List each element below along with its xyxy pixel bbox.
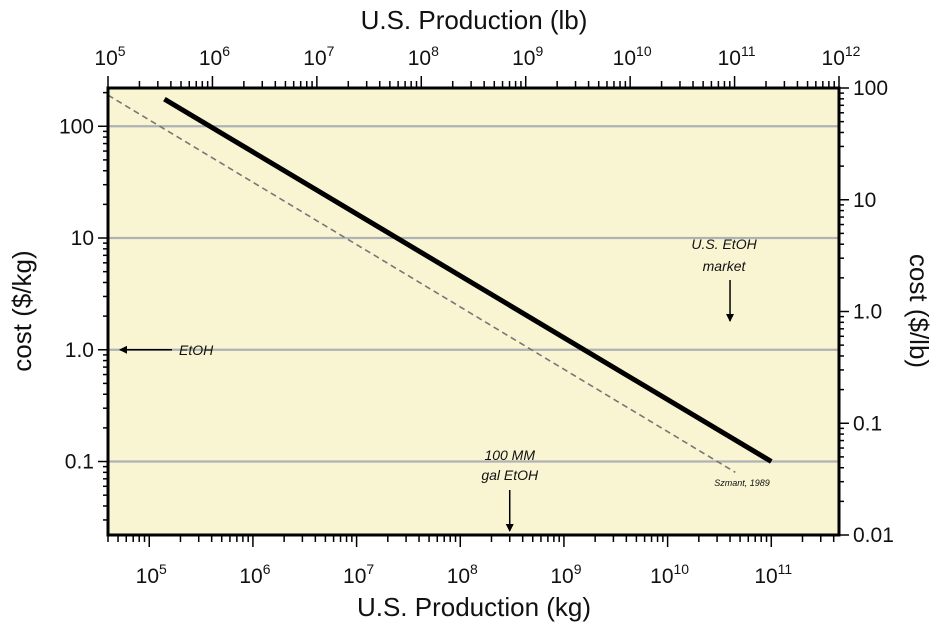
x-tick-label: 106	[239, 561, 270, 588]
annotation-citation: Szmant, 1989	[714, 478, 770, 488]
x-tick-label: 109	[550, 561, 581, 588]
cost-production-line	[163, 96, 773, 464]
y-tick-label: 100	[59, 115, 94, 138]
x-axis-title: U.S. Production (kg)	[357, 592, 591, 622]
x2-tick-label: 107	[303, 43, 334, 70]
y2-tick-label: 0.01	[853, 524, 894, 547]
series-layer	[107, 94, 773, 474]
x-tick-label: 108	[447, 561, 478, 588]
annotation-etoh: EtOH	[179, 342, 214, 358]
y-axis-title: cost ($/kg)	[7, 250, 37, 371]
annotation-us-etoh-market-line2: market	[703, 258, 747, 274]
x2-tick-label: 1010	[613, 43, 652, 70]
x-tick-label: 1010	[650, 561, 689, 588]
x2-tick-label: 105	[94, 43, 125, 70]
y2-tick-label: 0.1	[853, 412, 882, 435]
x2-tick-label: 109	[512, 43, 543, 70]
y-tick-label: 1.0	[65, 339, 94, 362]
y2-axis-title: cost ($/lb)	[904, 254, 934, 368]
y2-tick-label: 10	[853, 189, 876, 212]
y2-tick-label: 100	[853, 77, 888, 100]
x2-tick-label: 108	[408, 43, 439, 70]
x2-tick-label: 106	[199, 43, 230, 70]
x2-axis-title: U.S. Production (lb)	[361, 5, 588, 35]
x-tick-label: 107	[343, 561, 374, 588]
annotation-100mm-line2: gal EtOH	[481, 467, 539, 483]
dashed-reference-line	[107, 94, 736, 474]
y-tick-label: 0.1	[65, 451, 94, 474]
x2-tick-label: 1012	[822, 43, 861, 70]
annotation-100mm: 100 MM	[484, 447, 535, 463]
x-tick-label: 1011	[754, 561, 792, 588]
x2-tick-label: 1011	[718, 43, 756, 70]
y2-tick-label: 1.0	[853, 301, 882, 324]
x-tick-label: 105	[136, 561, 167, 588]
annotation-us-etoh-market: U.S. EtOH	[691, 236, 757, 252]
tick-marks	[98, 76, 849, 547]
annotations: EtOH U.S. EtOH market 100 MM gal EtOH Szmant,…	[119, 236, 770, 532]
y-tick-label: 10	[71, 227, 94, 250]
